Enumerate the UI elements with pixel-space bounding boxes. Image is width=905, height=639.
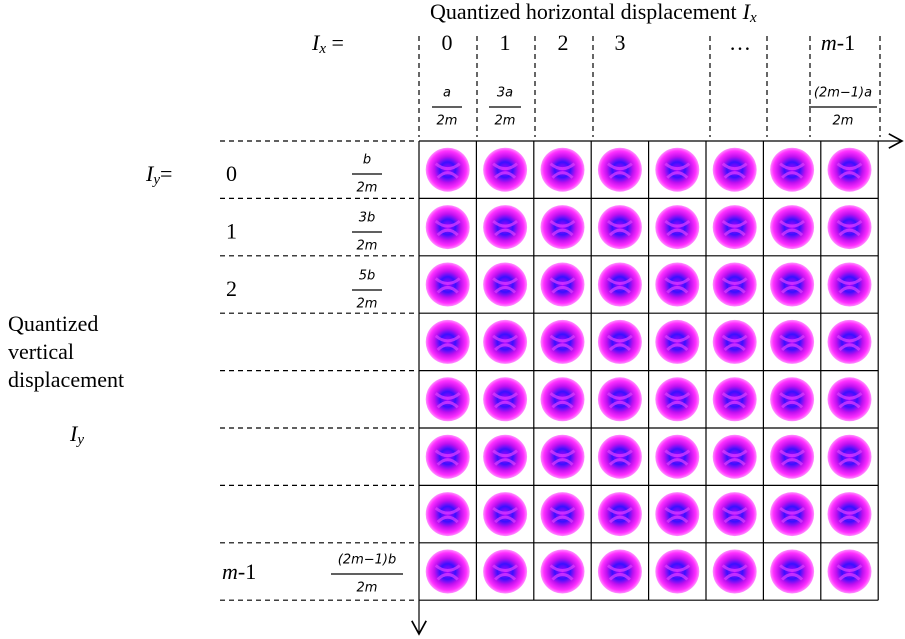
column-offset-den: 2m: [833, 114, 854, 129]
column-offset-num: (2m−1)a: [814, 86, 872, 101]
column-offset-den: 2m: [437, 114, 458, 129]
row-offset-num: b: [363, 153, 371, 168]
y-equation: Iy=: [145, 161, 172, 188]
row-label-var: m: [222, 559, 238, 584]
row-label: 0: [226, 161, 237, 186]
column-offset-den: 2m: [495, 114, 516, 129]
y-equation-suffix: =: [160, 161, 172, 186]
row-offset-den: 2m: [357, 239, 378, 254]
x-equation-suffix: =: [326, 30, 344, 55]
row-label: 2: [226, 276, 237, 301]
y-axis-symbol-sub: y: [75, 432, 84, 448]
row-offset-den: 2m: [357, 181, 378, 196]
row-label: m-1: [222, 559, 256, 584]
y-axis-symbol: Iy: [69, 421, 84, 448]
column-label: 1: [500, 30, 511, 55]
row-label-rest: -1: [238, 559, 256, 584]
x-axis-title-text: Quantized horizontal displacement: [430, 0, 737, 24]
row-offset-den: 2m: [357, 581, 378, 596]
y-axis-title: vertical: [8, 339, 74, 364]
row-label: 1: [226, 219, 237, 244]
column-label-var: m: [821, 30, 837, 55]
column-offset-num: a: [443, 86, 451, 101]
column-label: …: [729, 30, 751, 55]
x-axis-symbol-sub: x: [749, 10, 757, 26]
y-axis-title: displacement: [8, 367, 124, 392]
row-offset-den: 2m: [357, 297, 378, 312]
column-label: 2: [558, 30, 569, 55]
column-label: 0: [442, 30, 453, 55]
column-label: m-1: [821, 30, 855, 55]
figure: Quantized horizontal displacementIx Ix = 0…: [0, 0, 905, 639]
row-offset-num: (2m−1)b: [338, 553, 397, 568]
row-offset-num: 5b: [359, 269, 376, 284]
x-equation: Ix =: [311, 30, 344, 57]
column-offset-num: 3a: [497, 86, 513, 101]
y-axis-title: Quantized: [8, 311, 98, 336]
row-offset-num: 3b: [359, 211, 376, 226]
column-label-rest: -1: [837, 30, 855, 55]
column-label: 3: [615, 30, 626, 55]
y-equation-sub: y: [151, 172, 160, 188]
